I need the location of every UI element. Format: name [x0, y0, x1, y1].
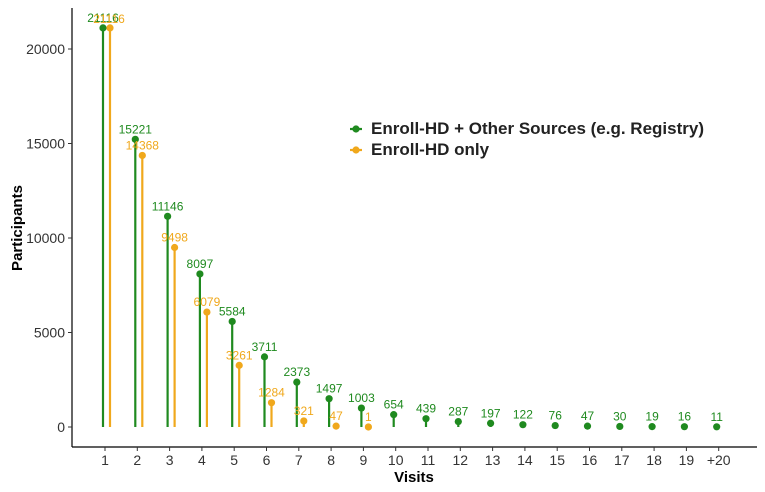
- lollipop-point: [519, 421, 527, 429]
- data-label: 14368: [126, 138, 160, 152]
- lollipop-point: [171, 243, 179, 252]
- x-tick-label: 2: [133, 452, 141, 468]
- x-tick-label: 5: [230, 452, 238, 468]
- legend-label: Enroll-HD + Other Sources (e.g. Registry…: [371, 119, 704, 138]
- lollipop-point: [583, 422, 592, 430]
- legend-label: Enroll-HD only: [371, 140, 490, 159]
- lollipop-point: [228, 317, 236, 326]
- lollipop-point: [332, 422, 340, 430]
- lollipop-point: [422, 415, 430, 423]
- data-label: 19: [645, 410, 659, 424]
- data-labels: 21116 15221 11146 8097 5584 3711 2373 1497 1003 6…: [87, 11, 723, 424]
- lollipop-point: [390, 411, 398, 419]
- lollipop-point: [648, 423, 656, 431]
- x-tick-label: 6: [263, 452, 271, 468]
- data-label: 321: [294, 404, 314, 418]
- data-label: 47: [329, 409, 343, 423]
- lollipop-point: [267, 399, 276, 407]
- y-tick-label: 10000: [26, 230, 65, 246]
- lollipop-point: [131, 135, 139, 143]
- y-axis-title: Participants: [9, 185, 26, 271]
- data-label: 439: [416, 402, 436, 416]
- data-label: 30: [613, 409, 627, 423]
- lollipop-point: [196, 270, 204, 278]
- data-label: 11: [710, 410, 723, 424]
- data-label: 3261: [226, 348, 253, 362]
- x-tick-label: 14: [517, 452, 533, 468]
- lollipop-point: [364, 423, 372, 431]
- data-label: 654: [384, 398, 404, 412]
- x-tick-label: 3: [166, 452, 174, 468]
- data-label: 21116: [93, 12, 125, 26]
- x-tick-label: 13: [485, 452, 501, 468]
- y-tick-label: 15000: [26, 136, 65, 152]
- y-tick-label: 5000: [34, 325, 65, 341]
- data-label: 3711: [252, 340, 278, 354]
- data-label: 197: [481, 406, 501, 420]
- chart-marks: [99, 24, 721, 431]
- data-label: 8097: [187, 257, 214, 271]
- x-tick-label: 9: [360, 452, 368, 468]
- data-label: 1003: [348, 391, 375, 405]
- lollipop-point: [164, 212, 172, 220]
- data-label: 16: [678, 410, 692, 424]
- lollipop-point: [203, 308, 211, 316]
- x-tick-label: 7: [295, 452, 303, 468]
- lollipop-point: [325, 395, 333, 403]
- data-label: 21116: [87, 11, 119, 25]
- x-axis-title: Visits: [394, 469, 434, 486]
- data-label: 76: [549, 409, 563, 423]
- data-label: 5584: [219, 304, 246, 318]
- data-label: 9498: [161, 230, 188, 244]
- legend: Enroll-HD + Other Sources (e.g. Registry…: [350, 119, 704, 159]
- data-label: 287: [448, 405, 468, 419]
- lollipop-point: [99, 24, 107, 32]
- x-tick-label: 4: [198, 452, 206, 468]
- lollipop-point: [680, 423, 689, 431]
- x-tick-label: +20: [707, 452, 731, 468]
- x-tick-label: 19: [679, 452, 695, 468]
- lollipop-point: [138, 151, 146, 160]
- legend-key-point: [352, 125, 360, 133]
- lollipop-point: [487, 419, 495, 427]
- lollipop-point: [300, 417, 308, 425]
- lollipop-point: [551, 421, 559, 430]
- legend-key-point: [352, 146, 360, 154]
- x-tick-label: 15: [549, 452, 565, 468]
- x-tick-label: 1: [101, 452, 109, 468]
- data-label: 1: [365, 410, 372, 424]
- data-label: 11146: [152, 199, 184, 213]
- lollipop-point: [713, 423, 721, 431]
- lollipop-point: [260, 353, 269, 361]
- x-tick-label: 16: [582, 452, 598, 468]
- y-tick-label: 0: [57, 419, 65, 435]
- x-tick-label: 10: [388, 452, 404, 468]
- x-tick-label: 8: [327, 452, 335, 468]
- x-tick-label: 18: [646, 452, 662, 468]
- x-tick-label: 12: [453, 452, 469, 468]
- lollipop-point: [454, 417, 462, 426]
- lollipop-point: [616, 422, 624, 431]
- lollipop-point: [293, 378, 301, 386]
- data-label: 47: [581, 409, 595, 423]
- lollipop-point: [357, 404, 365, 412]
- data-label: 6079: [194, 295, 221, 309]
- data-label: 1284: [258, 386, 285, 400]
- x-tick-label: 11: [421, 452, 436, 468]
- x-tick-label: 17: [614, 452, 630, 468]
- lollipop-point: [235, 361, 243, 369]
- data-label: 15221: [119, 122, 153, 136]
- data-label: 2373: [283, 365, 310, 379]
- data-label: 122: [513, 408, 533, 422]
- y-tick-label: 20000: [26, 41, 65, 57]
- data-label: 1497: [316, 382, 343, 396]
- lollipop-point: [106, 24, 114, 32]
